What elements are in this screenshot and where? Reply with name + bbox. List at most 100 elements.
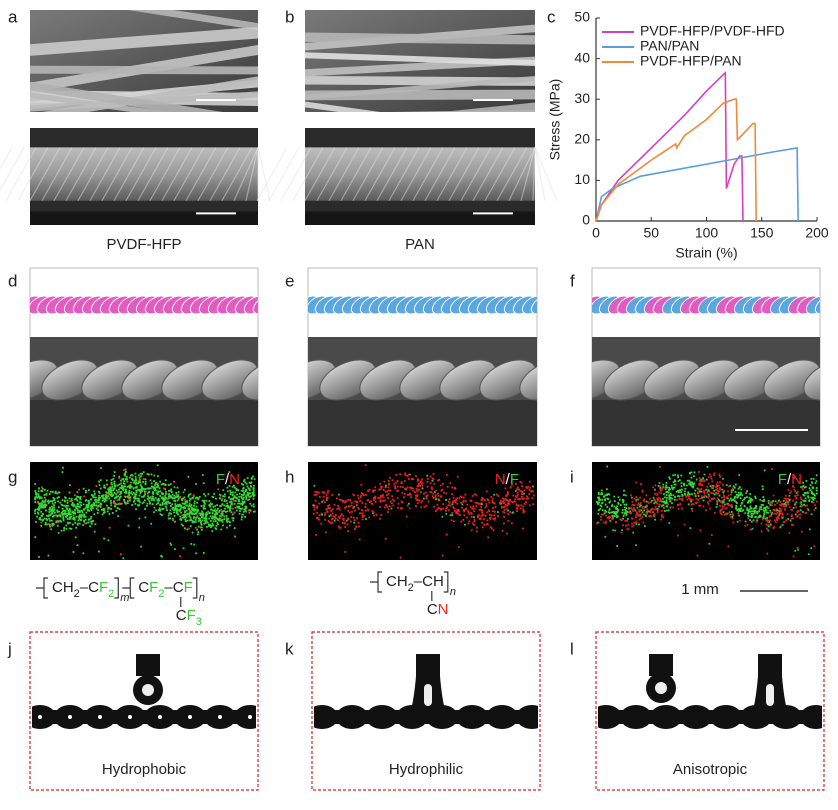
map-dot [778,499,780,502]
map-dot [127,496,129,498]
map-dot [732,514,734,516]
map-dot [507,509,509,512]
map-dot [699,483,702,485]
map-dot [660,492,663,495]
map-dot [488,510,491,513]
map-dot [663,500,666,503]
map-dot [431,479,434,482]
map-dot [687,503,690,506]
map-dot [731,513,734,515]
sem-lower [308,400,537,446]
map-dot [481,521,483,524]
map-dot [738,514,740,517]
map-dot [528,488,531,491]
map-dot [97,504,100,507]
map-dot [635,496,638,498]
map-dot [99,503,101,506]
map-dot [605,514,607,517]
map-dot [765,523,768,526]
map-dot [134,495,136,498]
map-dot [53,508,56,511]
map-dot [813,497,816,500]
map-dot [425,495,428,497]
map-dot [251,477,253,479]
map-dot [671,497,673,500]
map-dot [247,493,250,496]
map-dot [722,477,724,480]
map-dot [693,492,696,495]
map-dot [667,503,670,506]
map-dot [212,496,215,499]
map-dot [713,489,715,492]
map-dot [217,488,219,491]
map-dot [179,509,181,511]
map-dot [110,493,113,496]
map-dot [438,499,441,502]
map-dot [154,487,157,490]
map-dot [85,498,88,501]
map-dot [731,516,734,518]
map-dot [44,501,47,504]
map-dot [318,514,321,517]
fiber-strand [598,705,822,729]
map-dot [103,512,105,514]
map-dot [342,518,345,521]
map-dot [730,491,733,494]
map-dot [693,475,695,478]
map-dot [412,489,415,492]
map-dot [654,518,656,521]
map-dot [173,481,175,483]
map-dot [118,475,121,478]
map-dot [739,494,741,496]
map-dot [677,504,679,506]
map-dot [84,518,87,521]
map-dot [725,484,728,486]
map-dot [180,505,182,507]
map-dot [235,509,238,512]
map-dot [321,491,324,494]
map-dot [606,497,609,500]
map-dot [165,490,167,493]
map-dot [643,509,645,512]
map-dot [816,492,818,495]
map-dot [152,497,155,500]
map-dot [173,494,175,497]
map-dot [799,509,802,512]
map-dot [477,514,479,517]
map-dot [188,509,191,512]
map-dot [125,470,127,473]
map-dot [97,501,100,504]
map-dot [658,505,660,508]
map-dot [157,484,159,487]
map-dot [342,515,345,517]
map-dot [776,517,779,520]
map-dot [749,519,751,521]
map-dot [457,546,460,548]
map-dot [46,519,49,521]
map-dot [63,512,66,515]
map-dot [60,520,62,523]
map-dot [460,501,462,504]
map-dot [775,517,778,519]
map-dot [718,484,720,487]
map-dot [426,480,429,483]
map-dot [72,523,74,526]
map-dot [200,522,202,525]
strand [814,295,820,315]
map-dot [158,487,161,489]
map-dot [83,508,85,511]
map-dot [466,503,469,506]
map-dot [781,517,784,519]
map-dot [766,517,769,519]
yarn [30,359,258,401]
map-dot [494,510,496,513]
panel-label: a [8,7,18,26]
map-dot [642,521,645,524]
map-dot [731,487,734,490]
map-dot [191,506,193,509]
map-dot [213,492,216,495]
map-dot [68,497,71,500]
map-dot [130,492,132,495]
map-dot [223,500,226,503]
map-dot [38,487,40,490]
